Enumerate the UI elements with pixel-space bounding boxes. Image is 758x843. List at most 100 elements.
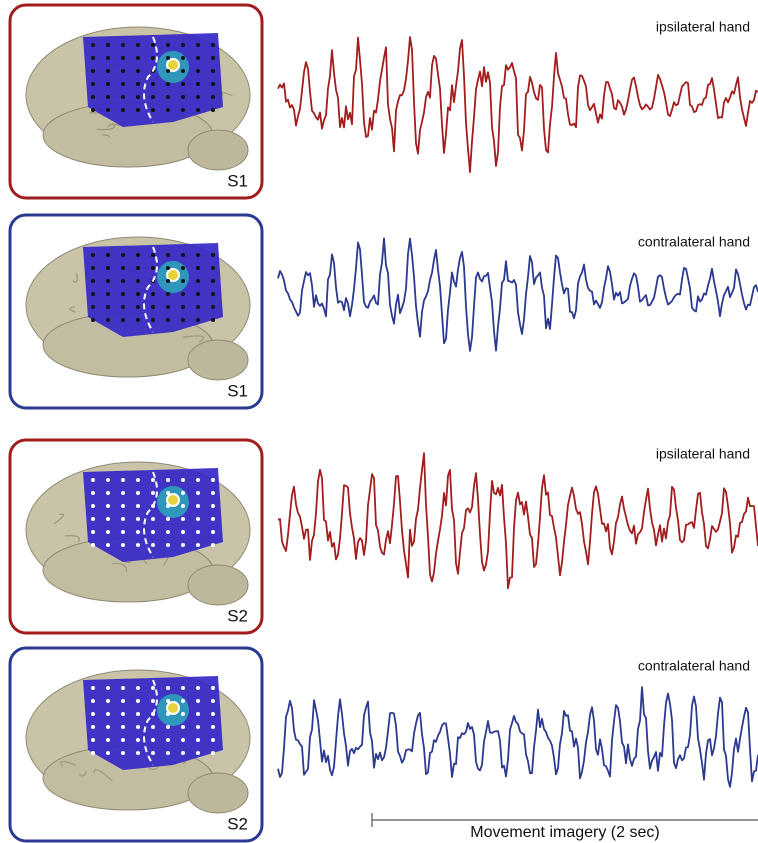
electrode — [106, 725, 110, 729]
gyrus — [53, 513, 65, 525]
electrode — [151, 751, 155, 755]
electrode — [196, 95, 200, 99]
subject-label: S1 — [227, 171, 248, 190]
gyrus — [79, 771, 87, 777]
electrode — [106, 305, 110, 309]
gyrus — [72, 272, 78, 283]
subject-label: S1 — [227, 381, 248, 400]
electrode — [121, 305, 125, 309]
electrode-grid — [83, 243, 223, 337]
electrode — [181, 712, 185, 716]
electrode — [136, 686, 140, 690]
electrode — [121, 725, 125, 729]
electrode — [136, 305, 140, 309]
scale-bar-label: Movement imagery (2 sec) — [470, 824, 659, 841]
electrode — [151, 543, 155, 547]
electrode-grid — [83, 676, 223, 770]
electrode — [136, 82, 140, 86]
condition-label: ipsilateral hand — [656, 19, 750, 35]
electrode — [91, 530, 95, 534]
electrode — [121, 108, 125, 112]
gyrus — [102, 134, 111, 138]
electrode — [196, 108, 200, 112]
electrode — [211, 751, 215, 755]
electrode — [91, 543, 95, 547]
electrode — [151, 108, 155, 112]
electrode — [166, 504, 170, 508]
electrode — [166, 725, 170, 729]
electrode — [181, 478, 185, 482]
electrode — [121, 266, 125, 270]
electrode — [196, 292, 200, 296]
electrode — [166, 738, 170, 742]
electrode — [136, 491, 140, 495]
gyrus — [96, 122, 116, 131]
gyrus — [69, 306, 76, 313]
electrode — [166, 82, 170, 86]
activation-core — [166, 701, 180, 715]
activation-core — [166, 493, 180, 507]
electrode — [211, 712, 215, 716]
electrode — [196, 751, 200, 755]
electrode — [136, 751, 140, 755]
electrode-grid — [83, 33, 223, 127]
electrode — [136, 318, 140, 322]
electrode — [106, 517, 110, 521]
electrode — [211, 491, 215, 495]
electrode — [211, 43, 215, 47]
electrode — [196, 43, 200, 47]
electrode — [211, 69, 215, 73]
electrode — [91, 108, 95, 112]
electrode — [196, 504, 200, 508]
electrode — [166, 266, 170, 270]
electrode — [91, 478, 95, 482]
electrode — [106, 686, 110, 690]
electrode — [166, 43, 170, 47]
electrode — [211, 530, 215, 534]
electrode — [211, 738, 215, 742]
electrode — [166, 751, 170, 755]
activation-core — [166, 268, 180, 282]
electrode — [166, 253, 170, 257]
electrode — [211, 305, 215, 309]
electrode — [136, 738, 140, 742]
electrode — [181, 530, 185, 534]
electrode — [121, 253, 125, 257]
gyrus — [60, 761, 76, 767]
sulcus — [143, 471, 158, 558]
electrode — [166, 517, 170, 521]
electrode — [211, 266, 215, 270]
electrode — [136, 95, 140, 99]
electrode — [181, 82, 185, 86]
electrode — [166, 318, 170, 322]
electrode — [121, 530, 125, 534]
cerebellum — [187, 339, 249, 381]
sulcus — [143, 246, 158, 333]
electrode — [91, 318, 95, 322]
electrode — [211, 504, 215, 508]
electrode — [196, 279, 200, 283]
electrode — [166, 712, 170, 716]
electrode — [91, 253, 95, 257]
electrode — [151, 530, 155, 534]
sulcus — [143, 36, 158, 123]
electrode — [91, 56, 95, 60]
electrode — [91, 305, 95, 309]
electrode — [166, 292, 170, 296]
electrode — [91, 712, 95, 716]
electrode — [166, 699, 170, 703]
electrode — [151, 699, 155, 703]
sulcus — [143, 679, 158, 766]
electrode — [121, 82, 125, 86]
electrode — [106, 69, 110, 73]
electrode — [106, 108, 110, 112]
condition-label: contralateral hand — [638, 658, 750, 674]
electrode — [106, 43, 110, 47]
electrode — [151, 56, 155, 60]
electrode — [151, 725, 155, 729]
electrode — [196, 738, 200, 742]
electrode — [91, 266, 95, 270]
electrode — [211, 686, 215, 690]
electrode — [181, 279, 185, 283]
